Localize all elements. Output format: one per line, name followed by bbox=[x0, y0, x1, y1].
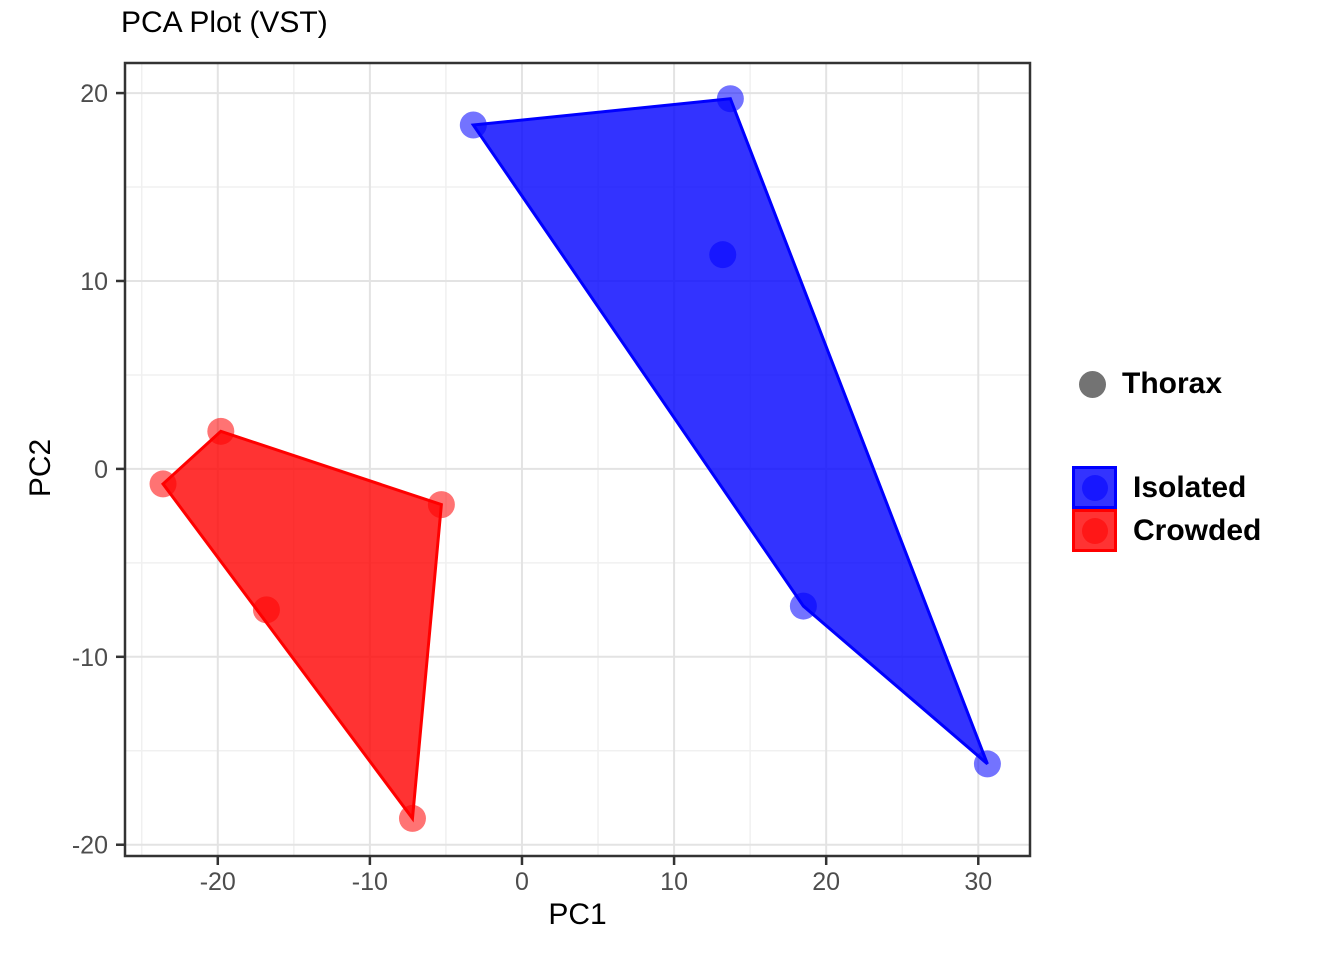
panel-border bbox=[123, 61, 1032, 858]
data-point-isolated-3 bbox=[789, 592, 817, 620]
thorax-point-icon bbox=[1079, 370, 1106, 398]
y-axis-title: PC2 bbox=[24, 438, 57, 498]
y-tick-label--20: -20 bbox=[72, 832, 108, 860]
legend-label-crowded: Crowded bbox=[1133, 513, 1262, 547]
y-tick-label-10: 10 bbox=[80, 268, 108, 296]
isolated-key-icon bbox=[1072, 466, 1117, 509]
isolated-point-icon bbox=[1081, 474, 1108, 501]
legend-entry-isolated: Isolated bbox=[1072, 466, 1261, 509]
data-point-crowded-3 bbox=[427, 491, 455, 519]
plot-title: PCA Plot (VST) bbox=[121, 6, 328, 39]
crowded-key-icon bbox=[1072, 509, 1117, 552]
x-tick-label-0: 0 bbox=[515, 868, 529, 896]
data-point-isolated-4 bbox=[973, 750, 1001, 778]
legend-entry-crowded: Crowded bbox=[1072, 509, 1261, 552]
y-tick-label-20: 20 bbox=[80, 80, 108, 108]
y-tick-label-0: 0 bbox=[94, 456, 108, 484]
x-tick-label-30: 30 bbox=[964, 868, 992, 896]
data-point-isolated-2 bbox=[709, 241, 737, 269]
data-point-isolated-0 bbox=[459, 111, 487, 139]
legend-entry-thorax: Thorax bbox=[1072, 366, 1261, 402]
x-axis-title: PC1 bbox=[548, 898, 607, 931]
data-point-isolated-1 bbox=[716, 85, 744, 113]
data-point-crowded-2 bbox=[252, 596, 280, 624]
data-point-crowded-1 bbox=[207, 417, 235, 445]
legend-label-isolated: Isolated bbox=[1133, 470, 1247, 504]
legend-fill-group: Isolated Crowded bbox=[1072, 466, 1261, 552]
data-point-crowded-4 bbox=[398, 804, 426, 832]
x-tick-label-20: 20 bbox=[812, 868, 840, 896]
x-tick-label--10: -10 bbox=[352, 868, 388, 896]
legend-label-thorax: Thorax bbox=[1122, 367, 1223, 400]
x-tick-label-10: 10 bbox=[660, 868, 688, 896]
x-tick-label--20: -20 bbox=[200, 868, 236, 896]
data-point-crowded-0 bbox=[149, 470, 177, 498]
y-tick-label--10: -10 bbox=[72, 644, 108, 672]
legend: Thorax Isolated Crowded bbox=[1072, 366, 1261, 552]
crowded-point-icon bbox=[1081, 517, 1108, 544]
